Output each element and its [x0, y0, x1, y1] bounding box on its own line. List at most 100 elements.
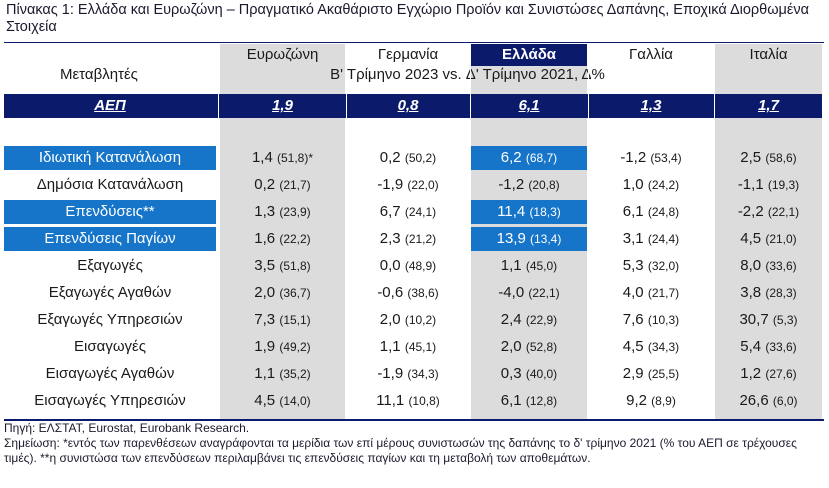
table-cell: 2,0 (36,7): [220, 281, 345, 305]
column-header: Ευρωζώνη: [246, 46, 319, 63]
cell-share: (38,6): [407, 286, 439, 300]
cell-share: (22,0): [407, 178, 439, 192]
cell-value: -0,6: [377, 284, 408, 301]
row-label: Εξαγωγές Υπηρεσιών: [37, 311, 183, 328]
gdp-value: 1,7: [758, 97, 779, 114]
table-cell: -1,2 (20,8): [471, 173, 587, 197]
cell-value: 2,4: [500, 311, 526, 328]
cell-value: 7,3: [254, 311, 280, 328]
column-divider: [470, 44, 471, 420]
cell-share: (49,2): [279, 340, 311, 354]
cell-value: 1,0: [622, 176, 648, 193]
table-cell: 3,5 (51,8): [220, 254, 345, 278]
cell-value: -1,1: [737, 176, 768, 193]
cell-value: 1,3: [254, 203, 280, 220]
cell-share: (10,2): [404, 313, 437, 327]
cell-value: -1,9: [377, 365, 408, 382]
table-cell: 1,1 (45,0): [471, 254, 587, 278]
table-cell: 2,0 (52,8): [471, 335, 587, 359]
cell-share: (22,2): [279, 232, 311, 246]
table-notes: Πηγή: ΕΛΣΤΑΤ, Eurostat, Eurobank Researc…: [4, 421, 824, 466]
table-cell: 6,1 (12,8): [471, 389, 587, 413]
table-cell: 6,7 (24,1): [347, 200, 469, 224]
cell-share: (13,4): [530, 232, 562, 246]
cell-share: (51,8): [279, 259, 311, 273]
table-cell: 13,9 (13,4): [471, 227, 587, 251]
cell-share: (35,2): [279, 367, 311, 381]
gdp-value: 6,1: [518, 97, 540, 114]
row-label: Εισαγωγές: [74, 338, 146, 355]
cell-share: (14,0): [279, 394, 311, 408]
cell-value: 0,3: [500, 365, 526, 382]
table-cell: 0,0 (48,9): [347, 254, 469, 278]
table-cell: -1,9 (22,0): [347, 173, 469, 197]
table-cell: 7,3 (15,1): [220, 308, 345, 332]
cell-value: -1,2: [620, 149, 651, 166]
row-label: Εισαγωγές Αγαθών: [45, 365, 175, 382]
source-note: Πηγή: ΕΛΣΤΑΤ, Eurostat, Eurobank Researc…: [4, 421, 250, 435]
table-cell: 1,1 (35,2): [220, 362, 345, 386]
cell-share: (28,3): [765, 286, 797, 300]
cell-share: (15,1): [279, 313, 311, 327]
cell-share: (25,5): [647, 367, 680, 381]
cell-value: 13,9: [496, 230, 530, 247]
cell-value: 5,4: [740, 338, 766, 355]
cell-value: 3,1: [622, 230, 648, 247]
cell-share: (36,7): [279, 286, 311, 300]
column-header: Ελλάδα: [471, 44, 587, 66]
cell-share: (21,7): [279, 178, 311, 192]
table-cell: 4,5 (21,0): [715, 227, 822, 251]
cell-share: (24,4): [647, 232, 680, 246]
cell-value: 0,2: [379, 149, 405, 166]
remark-note: Σημείωση: *εντός των παρενθέσεων αναγράφ…: [4, 436, 797, 465]
cell-share: (22,9): [525, 313, 558, 327]
column-divider: [588, 44, 589, 420]
cell-share: (33,6): [765, 259, 797, 273]
table-cell: 2,0 (10,2): [347, 308, 469, 332]
table-cell: 0,2 (21,7): [220, 173, 345, 197]
table-cell: 4,0 (21,7): [589, 281, 713, 305]
table-cell: 6,2 (68,7): [471, 146, 587, 170]
column-divider: [218, 44, 219, 420]
cell-value: 8,0: [740, 257, 766, 274]
column-divider: [346, 44, 347, 420]
cell-share: (68,7): [525, 151, 558, 165]
variables-header: Μεταβλητές: [60, 66, 138, 83]
cell-value: 2,0: [500, 338, 526, 355]
cell-share: (8,9): [651, 394, 676, 408]
table-cell: 3,1 (24,4): [589, 227, 713, 251]
table-cell: 5,3 (32,0): [589, 254, 713, 278]
cell-value: 2,0: [379, 311, 405, 328]
cell-value: 5,3: [622, 257, 648, 274]
cell-share: (18,3): [529, 205, 561, 219]
cell-value: -1,9: [377, 176, 408, 193]
table-cell: -1,9 (34,3): [347, 362, 469, 386]
cell-value: 11,4: [497, 203, 530, 220]
cell-value: 2,5: [740, 149, 766, 166]
cell-share: (51,8)*: [277, 151, 314, 165]
cell-value: 1,2: [740, 365, 766, 382]
row-label: Επενδύσεις**: [4, 200, 216, 224]
cell-share: (21,7): [647, 286, 680, 300]
table-cell: 2,5 (58,6): [715, 146, 822, 170]
table-cell: 9,2 (8,9): [589, 389, 713, 413]
cell-value: 2,3: [379, 230, 405, 247]
cell-share: (12,8): [525, 394, 558, 408]
table-cell: 7,6 (10,3): [589, 308, 713, 332]
row-label: Ιδιωτική Κατανάλωση: [4, 146, 216, 170]
table-cell: -0,6 (38,6): [347, 281, 469, 305]
cell-share: (5,3): [772, 313, 798, 327]
cell-share: (23,9): [279, 205, 311, 219]
cell-value: 1,1: [254, 365, 280, 382]
table-cell: 1,1 (45,1): [347, 335, 469, 359]
column-header: Γερμανία: [377, 46, 439, 63]
cell-value: 30,7: [739, 311, 773, 328]
cell-value: -4,0: [498, 284, 529, 301]
cell-value: 4,0: [622, 284, 648, 301]
table-cell: 11,1 (10,8): [347, 389, 469, 413]
gdp-value: 0,8: [397, 97, 419, 114]
cell-share: (21,2): [404, 232, 437, 246]
cell-share: (45,1): [404, 340, 437, 354]
table-title: Πίνακας 1: Ελλάδα και Ευρωζώνη – Πραγματ…: [6, 2, 810, 35]
